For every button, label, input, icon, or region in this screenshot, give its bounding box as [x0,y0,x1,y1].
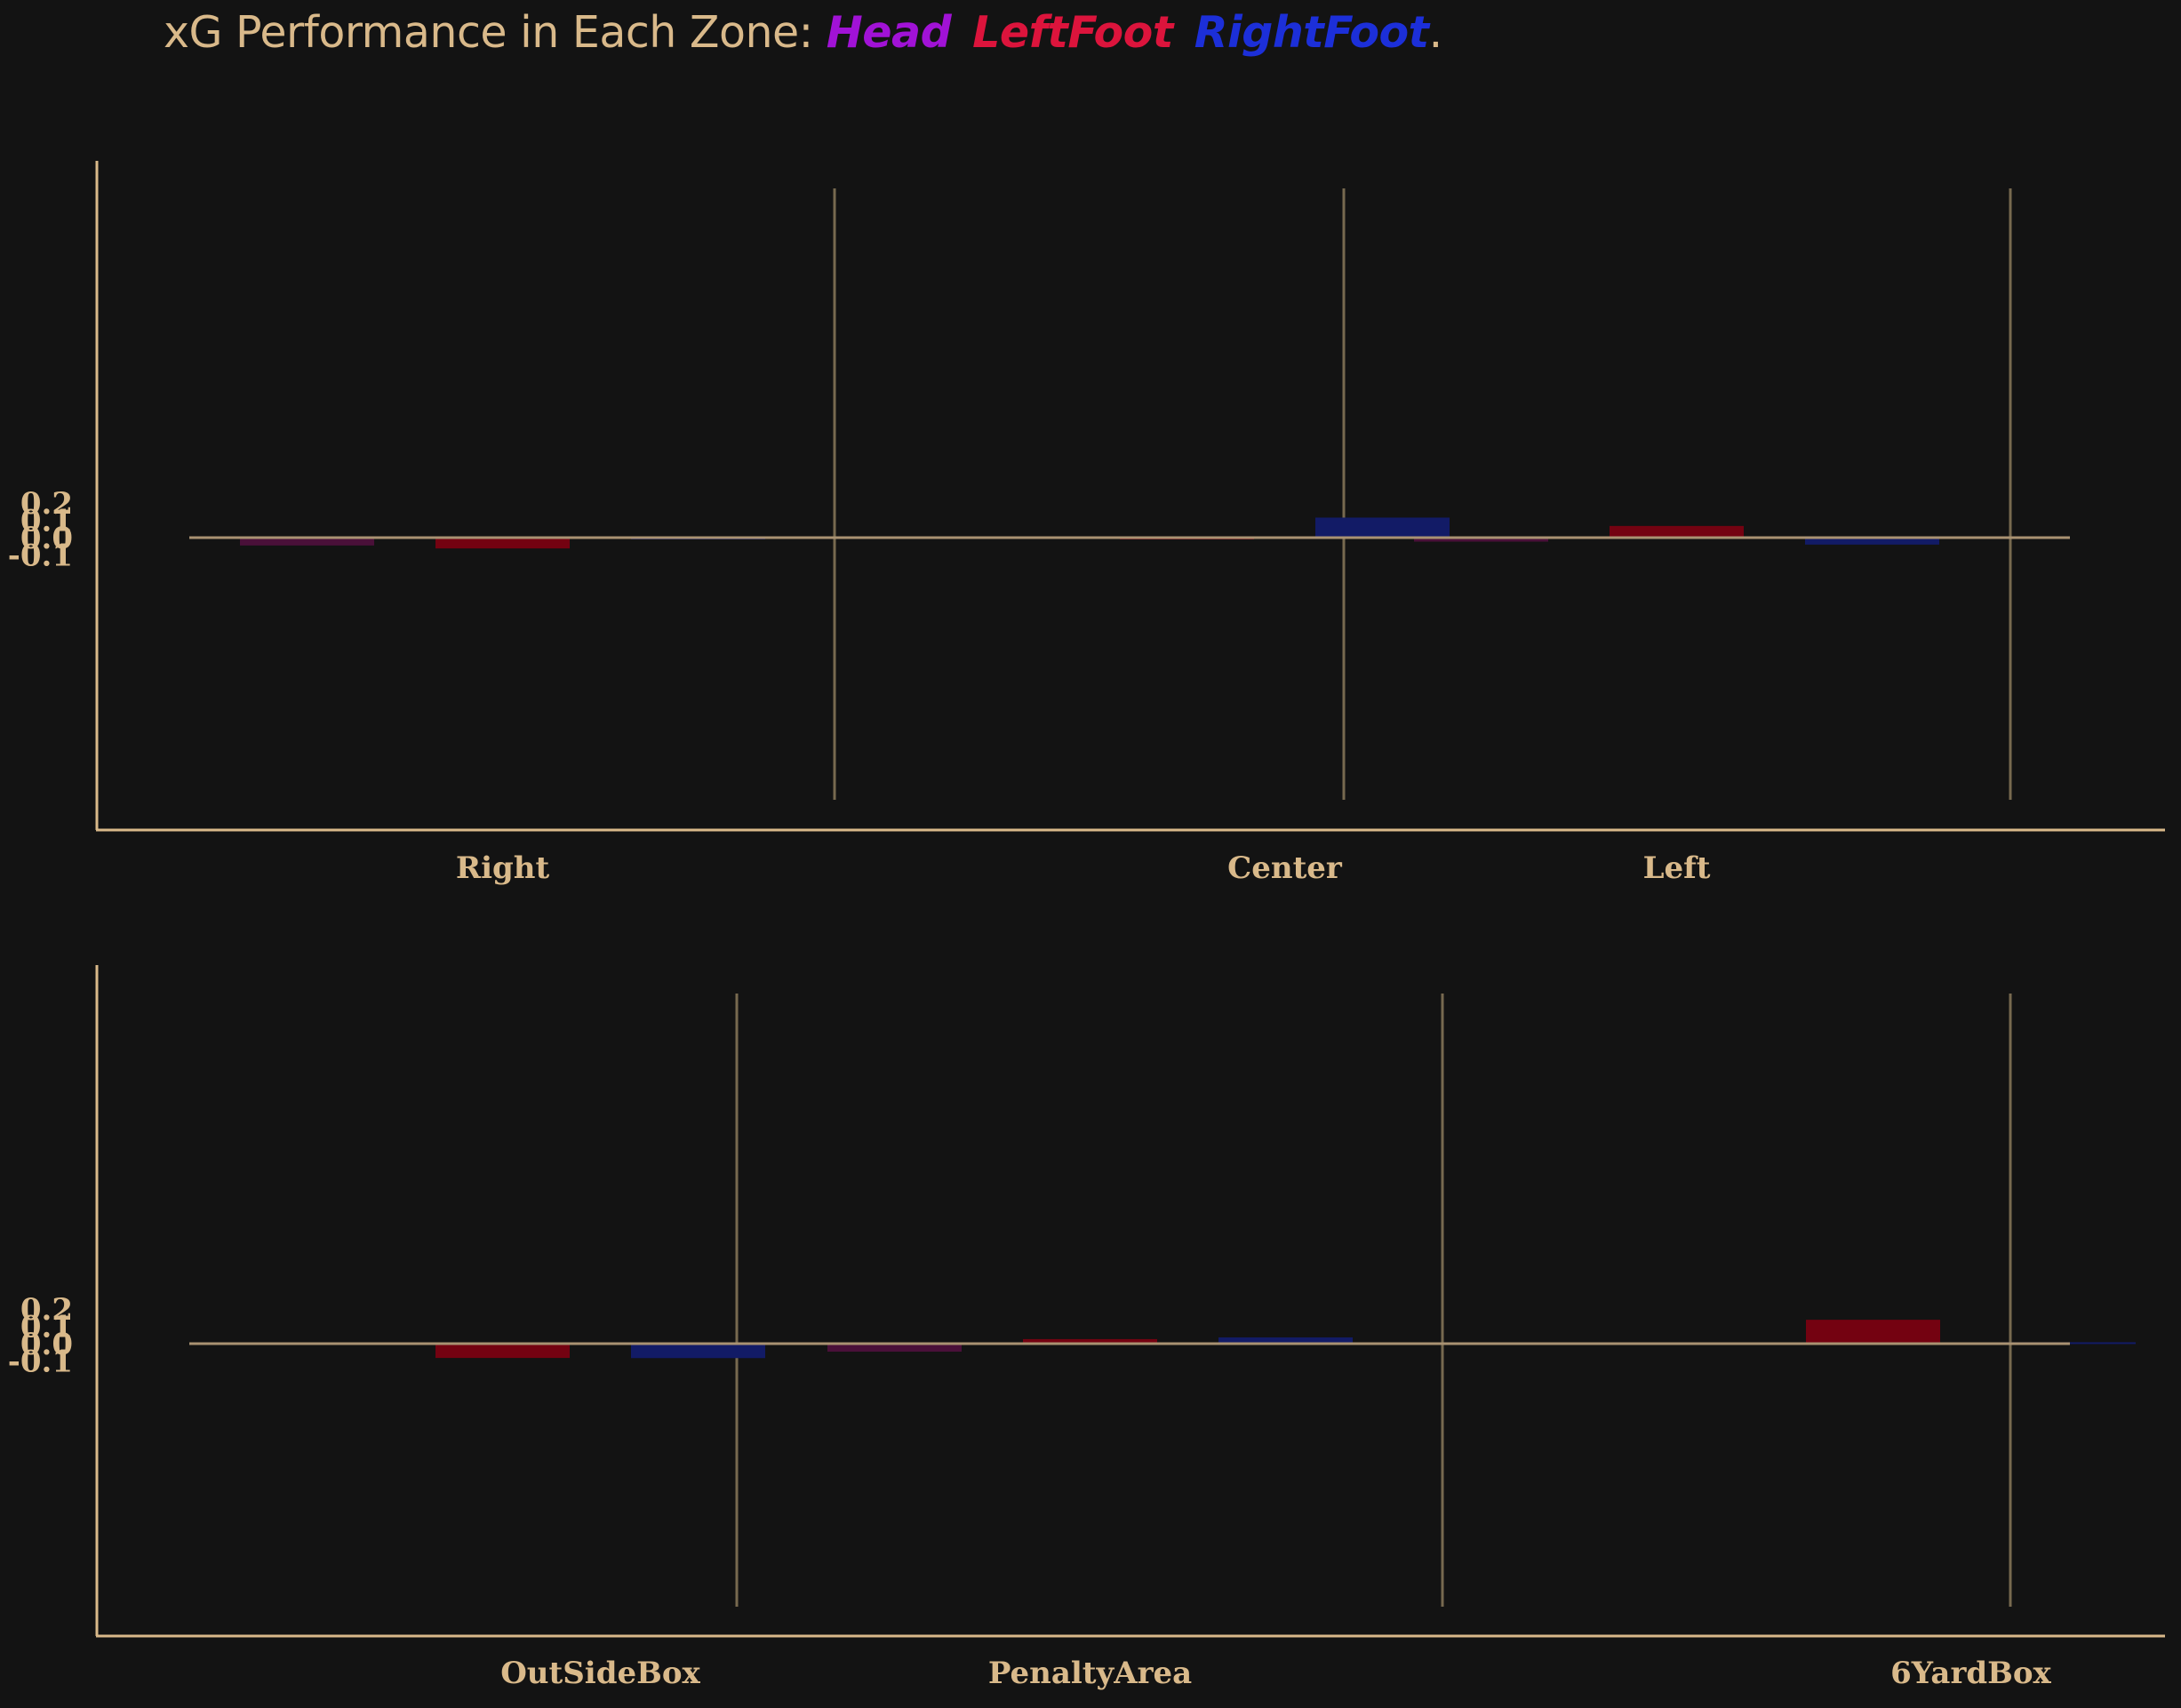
bar-rightfoot-left [1805,538,1939,545]
panel-2-ytick-label: 0.2 [20,1292,73,1328]
title-prefix: xG Performance in Each Zone: [164,7,827,58]
panel-1-ytick-label: 0.1 [20,503,73,539]
panel-1-ytick-label: 0.2 [20,486,73,522]
category-label-left: Left [1643,850,1711,886]
legend-rightfoot: RightFoot [1194,7,1429,58]
panel-2-ytick-label: 0.0 [20,1327,73,1362]
bar-leftfoot-6yardbox [1806,1320,1940,1344]
category-label-6yardbox: 6YardBox [1890,1656,2051,1691]
category-label-right: Right [456,850,550,886]
bar-head-penaltyarea [827,1344,962,1353]
chart-title: xG Performance in Each Zone: Head LeftFoo… [164,7,1442,58]
legend-head: Head [826,7,952,58]
bar-rightfoot-outsidebox [631,1344,765,1359]
bar-head-left [1414,538,1548,542]
bar-leftfoot-penaltyarea [1023,1338,1157,1344]
category-label-outsidebox: OutSideBox [500,1656,700,1691]
panel-1-ytick-label: 0.0 [20,521,73,556]
panel-2-ytick-label: -0.1 [8,1345,73,1380]
title-suffix: . [1428,7,1443,58]
panel-2-ytick-label: 0.1 [20,1309,73,1345]
legend-leftfoot: LeftFoot [972,7,1173,58]
panel-1-ytick-label: -0.1 [8,539,73,574]
bar-head-right [240,538,374,546]
bar-leftfoot-left [1610,525,1744,538]
bar-rightfoot-penaltyarea [1218,1337,1353,1344]
category-label-center: Center [1227,850,1343,886]
bar-leftfoot-outsidebox [435,1344,570,1359]
bar-leftfoot-right [435,538,570,549]
category-label-penaltyarea: PenaltyArea [988,1656,1192,1691]
bar-rightfoot-center [1315,517,1450,538]
